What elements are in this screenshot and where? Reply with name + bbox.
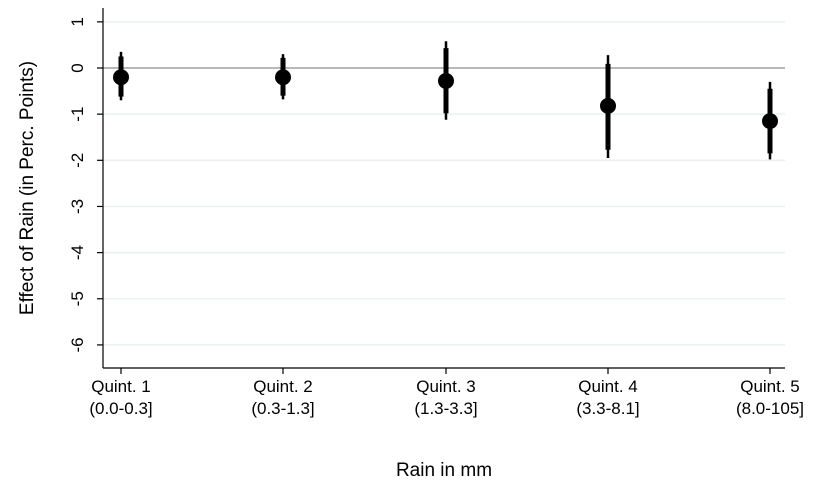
x-tick-label: Quint. 1 [91,377,151,396]
y-tick-label: -2 [68,153,87,168]
tick-labels: 1 0 -1 -2 -3 -4 -5 -6 Quint. 1 (0.0-0.3] Quint. 2 (… [68,17,804,418]
x-axis-title: Rain in mm [396,460,492,481]
x-tick-sublabel: (3.3-8.1] [576,399,639,418]
grid-lines [103,21,785,346]
point-estimate [275,69,291,86]
x-tick-label: Quint. 3 [416,377,476,396]
x-tick-label: Quint. 5 [740,377,800,396]
y-tick-label: -3 [68,199,87,214]
x-tick-label: Quint. 4 [578,377,638,396]
x-tick-label: Quint. 2 [253,377,313,396]
y-axis-title: Effect of Rain (in Perc. Points) [17,61,38,315]
y-tick-label: 1 [68,17,87,26]
x-tick-sublabel: (0.3-1.3] [251,399,314,418]
x-tick-sublabel: (0.0-0.3] [89,399,152,418]
x-tick-sublabel: (1.3-3.3] [414,399,477,418]
axes [97,8,785,374]
point-estimate [600,97,616,114]
point-estimate [113,69,129,86]
y-tick-label: -1 [68,107,87,122]
y-tick-label: -6 [68,337,87,352]
x-tick-sublabel: (8.0-105] [736,399,804,418]
y-tick-label: -4 [68,245,87,260]
y-tick-label: 0 [68,63,87,72]
y-tick-label: -5 [68,291,87,306]
point-estimate [762,113,778,130]
data-marks [113,41,778,160]
point-estimate [438,72,454,89]
